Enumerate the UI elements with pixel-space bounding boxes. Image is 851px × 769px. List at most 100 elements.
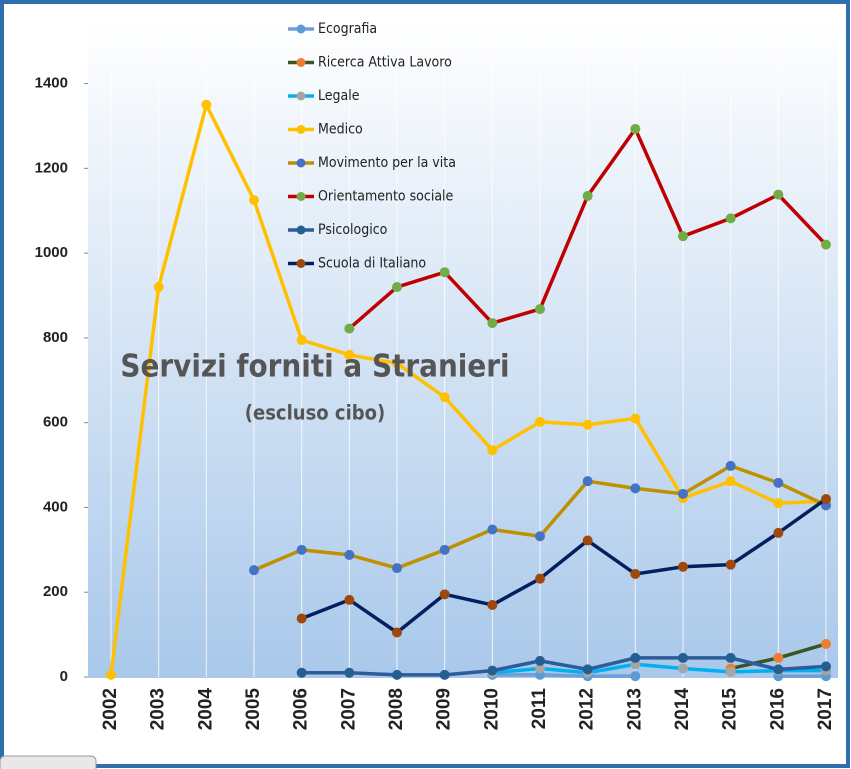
x-tick-label: 2013 bbox=[624, 688, 645, 730]
series-marker bbox=[296, 544, 307, 555]
legend-marker bbox=[296, 58, 306, 67]
series-marker bbox=[296, 335, 307, 346]
x-tick-label: 2010 bbox=[481, 688, 502, 730]
x-tick-label: 2003 bbox=[148, 688, 169, 730]
x-tick-label: 2012 bbox=[577, 688, 598, 730]
series-marker bbox=[487, 524, 498, 535]
legend-label: Medico bbox=[318, 122, 363, 138]
series-line bbox=[492, 662, 826, 675]
series-marker bbox=[392, 563, 402, 574]
legend-label: Scuola di Italiano bbox=[318, 256, 426, 272]
series-marker bbox=[725, 213, 736, 224]
series-marker bbox=[344, 549, 355, 560]
series-marker bbox=[582, 190, 593, 201]
series-marker bbox=[678, 488, 688, 499]
series-marker bbox=[535, 655, 545, 666]
y-tick-label: 1400 bbox=[35, 75, 68, 92]
series-marker bbox=[630, 413, 641, 424]
series-marker bbox=[725, 666, 736, 677]
series-marker bbox=[821, 239, 831, 250]
series-marker bbox=[821, 661, 831, 672]
series-marker bbox=[392, 282, 402, 293]
series-marker bbox=[678, 663, 688, 674]
series-marker bbox=[821, 493, 831, 504]
series-marker bbox=[678, 652, 688, 663]
x-tick-label: 2007 bbox=[338, 688, 359, 730]
series-marker bbox=[582, 419, 593, 430]
legend-label: Orientamento sociale bbox=[318, 189, 454, 205]
series-marker bbox=[535, 416, 545, 427]
x-tick-label: 2011 bbox=[529, 688, 550, 730]
button[interactable] bbox=[0, 755, 97, 769]
series-marker bbox=[296, 613, 307, 624]
legend-marker bbox=[296, 24, 306, 34]
x-tick-label: 2014 bbox=[672, 688, 693, 731]
series-marker bbox=[773, 664, 784, 675]
series-marker bbox=[249, 565, 259, 576]
series-marker bbox=[249, 195, 259, 206]
series-marker bbox=[725, 476, 736, 487]
series-line bbox=[109, 103, 827, 676]
series-line bbox=[492, 673, 826, 678]
x-tick-label: 2006 bbox=[291, 688, 312, 730]
series-marker bbox=[344, 667, 355, 678]
chart-subtitle: (escluso cibo) bbox=[245, 401, 385, 425]
series-marker bbox=[392, 358, 402, 369]
series-marker bbox=[773, 498, 784, 509]
series-marker bbox=[725, 559, 736, 570]
series-marker bbox=[725, 460, 736, 471]
series-marker bbox=[487, 445, 498, 456]
series-marker bbox=[773, 477, 784, 488]
series-marker bbox=[344, 349, 355, 360]
y-tick-label: 1000 bbox=[35, 244, 68, 261]
legend-label: Psicologico bbox=[318, 222, 388, 238]
series-marker bbox=[439, 392, 450, 403]
x-tick-label: 2017 bbox=[815, 688, 836, 730]
legend-marker bbox=[296, 225, 306, 235]
series-marker bbox=[773, 189, 784, 200]
legend-label: Ecografia bbox=[318, 21, 377, 37]
series-marker bbox=[106, 669, 116, 680]
y-tick-label: 800 bbox=[43, 329, 68, 346]
series-marker bbox=[439, 669, 450, 680]
x-tick-label: 2009 bbox=[434, 688, 455, 730]
legend-marker bbox=[296, 91, 306, 101]
series-marker bbox=[582, 535, 593, 546]
series-marker bbox=[630, 568, 641, 579]
series-marker bbox=[773, 527, 784, 538]
legend-marker bbox=[296, 158, 306, 168]
series-marker bbox=[678, 231, 688, 242]
series-marker bbox=[535, 304, 545, 315]
x-tick-label: 2008 bbox=[386, 688, 407, 730]
series-marker bbox=[201, 99, 212, 110]
series-marker bbox=[725, 652, 736, 663]
series-marker bbox=[535, 531, 545, 542]
series-marker bbox=[535, 663, 545, 674]
series-marker bbox=[439, 544, 450, 555]
legend-marker bbox=[296, 259, 306, 268]
series-marker bbox=[344, 594, 355, 605]
x-tick-label: 2005 bbox=[243, 688, 264, 731]
series-marker bbox=[392, 669, 402, 680]
series-marker bbox=[392, 627, 402, 638]
series-marker bbox=[821, 638, 831, 649]
y-tick-label: 1200 bbox=[35, 159, 68, 176]
series-marker bbox=[582, 664, 593, 675]
series-marker bbox=[439, 267, 450, 278]
series-marker bbox=[344, 323, 355, 334]
legend-marker bbox=[296, 192, 306, 201]
x-tick-label: 2002 bbox=[100, 688, 121, 730]
x-tick-label: 2016 bbox=[767, 688, 788, 730]
y-tick-label: 200 bbox=[43, 583, 68, 600]
series-marker bbox=[630, 652, 641, 663]
legend-label: Movimento per la vita bbox=[318, 155, 456, 171]
series-marker bbox=[296, 667, 307, 678]
series-marker bbox=[582, 476, 593, 487]
series-marker bbox=[439, 589, 450, 600]
series-line bbox=[301, 497, 828, 635]
series-marker bbox=[678, 561, 688, 572]
y-tick-label: 400 bbox=[43, 498, 68, 515]
plot: 0 200 400 600 800 1000 1200 1400 2002 2003 2004 200… bbox=[35, 20, 836, 730]
